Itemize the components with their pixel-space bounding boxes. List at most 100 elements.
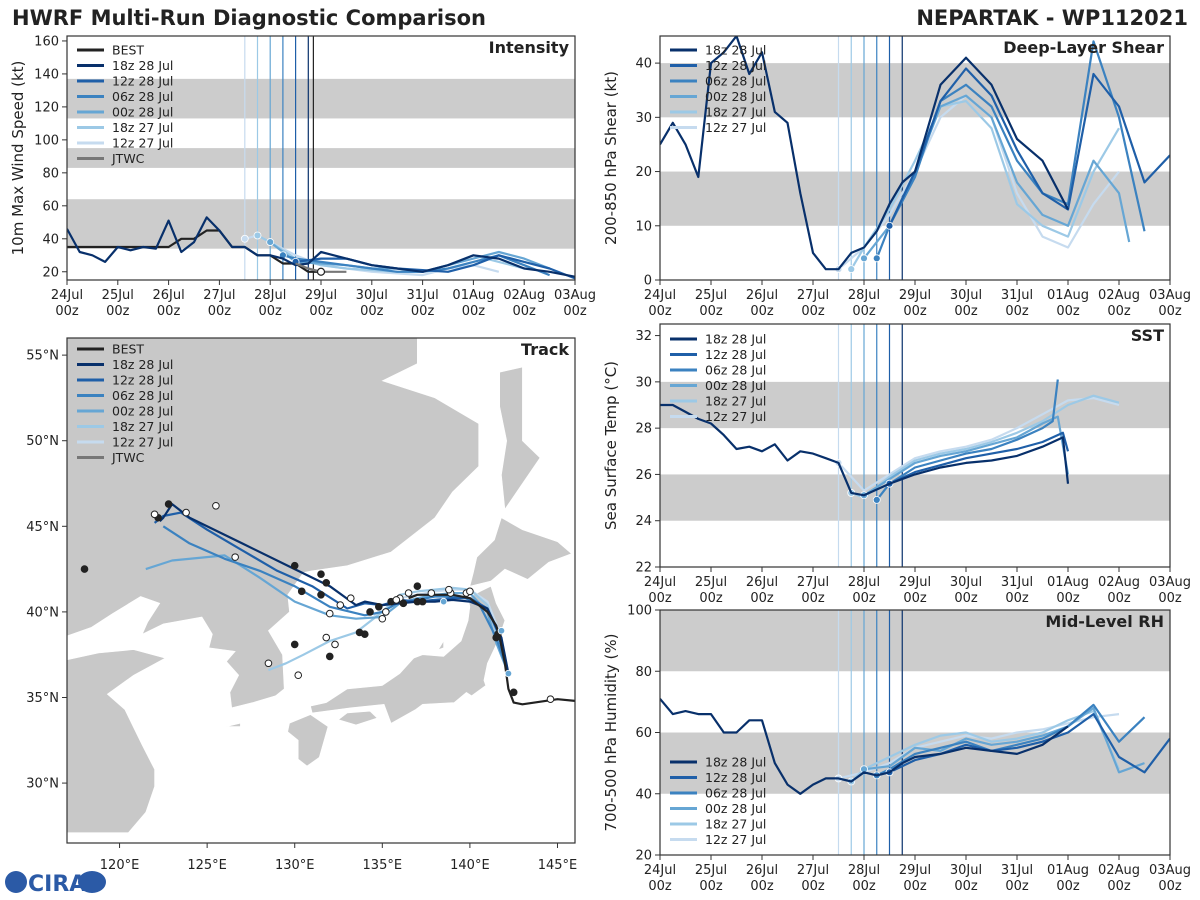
track-position-marker [399, 599, 408, 608]
lat-tick-label: 50°N [26, 434, 59, 449]
track-position-marker [360, 630, 369, 638]
track-position-marker [290, 561, 299, 570]
y-tick-label: 100 [627, 604, 652, 619]
x-tick-label: 00z [1158, 591, 1182, 606]
track-position-marker [378, 614, 387, 623]
y-tick-label: 140 [34, 67, 59, 82]
x-tick-label: 00z [648, 879, 672, 894]
sado-island [437, 639, 444, 651]
x-tick-label: 00z [954, 591, 978, 606]
legend-label: 12z 27 Jul [112, 435, 173, 450]
threshold-band [660, 171, 1170, 226]
series-line-18z-27-jul [850, 99, 1120, 270]
y-axis-label: 200-850 hPa Shear (kt) [602, 71, 620, 245]
x-tick-label: 00z [903, 304, 927, 319]
x-tick-label: 25Jul [695, 863, 727, 878]
threshold-band [660, 610, 1170, 672]
x-tick-label: 00z [1107, 879, 1131, 894]
track-position-marker [325, 609, 334, 618]
track-position-marker [466, 587, 474, 596]
legend-label: 12z 27 Jul [705, 120, 766, 135]
legend-label: 12z 28 Jul [112, 74, 173, 89]
track-position-marker [325, 652, 334, 661]
x-tick-label: 27Jul [797, 288, 829, 303]
x-tick-label: 00z [750, 304, 774, 319]
y-tick-label: 40 [635, 787, 652, 802]
legend-label: 00z 28 Jul [705, 801, 766, 816]
y-axis-label: 700-500 hPa Humidity (%) [602, 633, 620, 831]
legend-label: 00z 28 Jul [705, 378, 766, 393]
lat-tick-label: 45°N [26, 520, 59, 535]
x-tick-label: 00z [801, 879, 825, 894]
x-tick-label: 31Jul [1001, 288, 1033, 303]
legend-label: 00z 28 Jul [112, 105, 173, 120]
track-position-marker [317, 570, 325, 579]
legend-label: 06z 28 Jul [705, 786, 766, 801]
satellite-icon [78, 871, 106, 893]
lat-tick-label: 55°N [26, 349, 59, 364]
x-tick-label: 03Aug [1149, 863, 1191, 878]
x-tick-label: 00z [259, 304, 283, 319]
init-point [860, 254, 868, 263]
track-position-marker [331, 640, 339, 649]
x-tick-label: 00z [1005, 591, 1029, 606]
y-tick-label: 120 [34, 100, 59, 115]
y-tick-label: 10 [635, 219, 652, 234]
init-point [885, 221, 894, 230]
x-tick-label: 24Jul [644, 575, 676, 590]
legend-label: 18z 27 Jul [112, 120, 173, 135]
legend-label: 00z 28 Jul [112, 404, 173, 419]
lat-tick-label: 30°N [26, 777, 59, 792]
x-tick-label: 00z [852, 304, 876, 319]
series-line-12z-28-jul [889, 431, 1070, 485]
legend-label: 18z 28 Jul [705, 43, 766, 58]
x-tick-label: 00z [513, 304, 537, 319]
globe-icon [5, 871, 27, 893]
y-tick-label: 20 [42, 265, 59, 280]
mainland [67, 338, 480, 709]
series-line-06z-28-jul [876, 703, 1146, 777]
legend-label: BEST [112, 43, 144, 58]
intensity-panel: 24Jul00z25Jul00z26Jul00z27Jul00z28Jul00z… [9, 34, 596, 319]
x-tick-label: 00z [360, 304, 384, 319]
panel-title: SST [1131, 326, 1164, 345]
track-position-marker [445, 585, 453, 594]
sst-panel: 24Jul00z25Jul00z26Jul00z27Jul00z28Jul00z… [602, 323, 1191, 606]
x-tick-label: 25Jul [695, 288, 727, 303]
x-tick-label: 00z [852, 591, 876, 606]
init-point [872, 495, 881, 504]
x-tick-label: 01Aug [452, 288, 494, 303]
track-position-marker [509, 688, 518, 697]
track-init-marker [504, 669, 513, 678]
x-tick-label: 25Jul [102, 288, 134, 303]
y-tick-label: 40 [635, 57, 652, 72]
x-tick-label: 00z [1158, 304, 1182, 319]
x-tick-label: 29Jul [899, 288, 931, 303]
track-position-marker [290, 640, 299, 649]
track-position-marker [375, 602, 383, 611]
track-init-marker [497, 627, 506, 635]
panel-title: Mid-Level RH [1045, 612, 1164, 631]
series-line-06z-28-jul [875, 40, 1146, 259]
x-tick-label: 03Aug [1149, 288, 1191, 303]
track-position-marker [150, 510, 159, 519]
legend-label: 18z 27 Jul [705, 394, 766, 409]
x-tick-label: 00z [1056, 304, 1080, 319]
storm-id-title: NEPARTAK - WP112021 [916, 6, 1188, 30]
x-tick-label: 00z [852, 879, 876, 894]
lon-tick-label: 130°E [275, 858, 315, 873]
china-coast [67, 649, 166, 834]
figure-title: HWRF Multi-Run Diagnostic Comparison [12, 6, 486, 30]
shear-panel: 24Jul00z25Jul00z26Jul00z27Jul00z28Jul00z… [602, 35, 1191, 319]
x-tick-label: 00z [699, 591, 723, 606]
x-tick-label: 00z [903, 591, 927, 606]
logo-text: CIRA [28, 872, 86, 897]
x-tick-label: 25Jul [695, 575, 727, 590]
track-position-marker [413, 582, 422, 591]
x-tick-label: 00z [801, 591, 825, 606]
series-line-18z-28-jul [660, 36, 1069, 271]
kyushu [287, 714, 329, 767]
jeju-island [226, 722, 241, 727]
rh-panel: 24Jul00z25Jul00z26Jul00z27Jul00z28Jul00z… [602, 604, 1191, 895]
